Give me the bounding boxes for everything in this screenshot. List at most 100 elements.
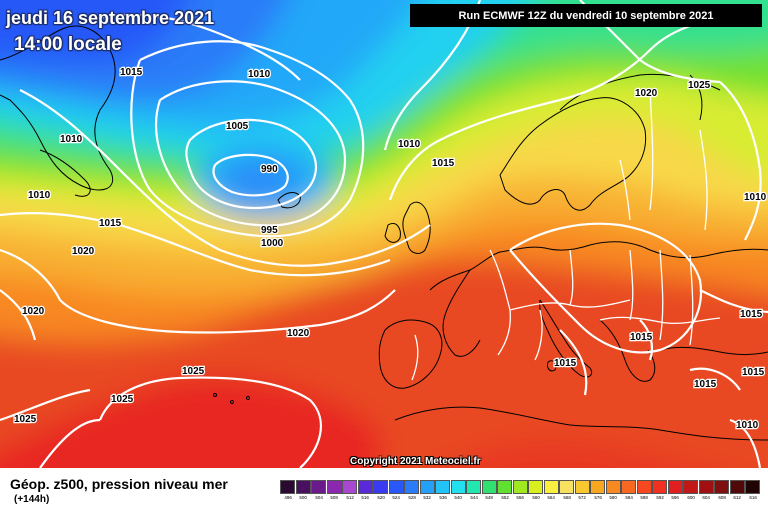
- forecast-lead-time: (+144h): [14, 494, 50, 505]
- isobar-label: 1020: [22, 306, 45, 317]
- isobar-label: 1010: [60, 134, 83, 145]
- legend-entry: 512: [342, 480, 358, 501]
- isobar-label: 1010: [398, 139, 421, 150]
- legend-swatch: [590, 480, 606, 494]
- legend-entry: 548: [481, 480, 498, 501]
- legend-entry: 616: [745, 480, 761, 501]
- legend-entry: 564: [543, 480, 560, 501]
- isobar-label: 1000: [261, 238, 284, 249]
- coastlines: [0, 25, 768, 441]
- legend-swatch: [466, 480, 482, 494]
- isobar-label: 1005: [226, 121, 249, 132]
- legend-entry: 536: [435, 480, 451, 501]
- isobar-label: 1020: [287, 328, 310, 339]
- legend-entry: 516: [357, 480, 374, 501]
- legend-label: 564: [547, 495, 556, 501]
- isobar-label: 990: [261, 164, 278, 175]
- legend-swatch: [295, 480, 311, 494]
- legend-entry: 500: [295, 480, 312, 501]
- legend-entry: 568: [559, 480, 575, 501]
- isobar-label: 1010: [744, 192, 767, 203]
- legend-label: 520: [376, 495, 385, 501]
- legend-entry: 504: [311, 480, 327, 501]
- forecast-time: 14:00 locale: [14, 34, 122, 55]
- isobar-label: 1015: [99, 218, 122, 229]
- isobar-label: 1015: [120, 67, 143, 78]
- isobar-label: 1010: [28, 190, 51, 201]
- isobar-label: 1025: [111, 394, 134, 405]
- legend-swatch: [714, 480, 730, 494]
- legend-label: 536: [438, 495, 447, 501]
- legend-swatch: [621, 480, 637, 494]
- isobar-label: 1025: [14, 414, 37, 425]
- copyright-text: Copyright 2021 Meteociel.fr: [350, 456, 481, 467]
- legend-entry: 576: [590, 480, 606, 501]
- legend-label: 604: [702, 495, 711, 501]
- legend-label: 512: [345, 495, 354, 501]
- legend-label: 592: [655, 495, 664, 501]
- legend-swatch: [497, 480, 513, 494]
- legend-entry: 524: [388, 480, 405, 501]
- legend-entry: 596: [667, 480, 684, 501]
- legend-entry: 592: [652, 480, 668, 501]
- legend-entry: 612: [729, 480, 746, 501]
- legend-entry: 496: [280, 480, 296, 501]
- legend-label: 616: [748, 495, 757, 501]
- legend-label: 504: [314, 495, 323, 501]
- isobar-labels: 1015 1010 1005 990 995 1000 1010 1010 10…: [13, 66, 768, 433]
- legend-label: 560: [531, 495, 540, 501]
- legend-swatch: [652, 480, 668, 494]
- legend-label: 552: [500, 495, 509, 501]
- legend-entry: 540: [450, 480, 467, 501]
- legend-swatch: [543, 480, 559, 494]
- legend-entry: 560: [528, 480, 544, 501]
- legend-swatch: [605, 480, 621, 494]
- legend-swatch: [683, 480, 699, 494]
- isobar-label: 1015: [554, 358, 577, 369]
- legend-label: 580: [609, 495, 618, 501]
- legend-swatch: [698, 480, 714, 494]
- isobar-label: 1010: [736, 420, 759, 431]
- legend-label: 572: [578, 495, 587, 501]
- legend-label: 608: [717, 495, 726, 501]
- legend-label: 524: [392, 495, 401, 501]
- legend-swatch: [481, 480, 497, 494]
- legend-label: 532: [423, 495, 432, 501]
- legend-label: 612: [733, 495, 742, 501]
- color-scale-legend: 496 500 504 508 512 516 520 524 528 532 536 540 544 5…: [280, 480, 761, 501]
- legend-swatch: [729, 480, 745, 494]
- legend-label: 600: [686, 495, 695, 501]
- legend-swatch: [512, 480, 528, 494]
- legend-entry: 600: [683, 480, 699, 501]
- isobar-label: 1025: [688, 80, 711, 91]
- legend-label: 528: [407, 495, 416, 501]
- legend-swatch: [404, 480, 420, 494]
- legend-swatch: [745, 480, 761, 494]
- legend-swatch: [435, 480, 451, 494]
- legend-entry: 580: [605, 480, 622, 501]
- isobar-label: 1015: [432, 158, 455, 169]
- geopotential-field: [0, 0, 768, 468]
- legend-swatch: [574, 480, 590, 494]
- legend-label: 568: [562, 495, 571, 501]
- legend-label: 576: [593, 495, 602, 501]
- legend-entry: 588: [636, 480, 653, 501]
- legend-swatch: [388, 480, 404, 494]
- country-borders: [411, 89, 721, 381]
- legend-swatch: [357, 480, 373, 494]
- isobar-label: 1020: [635, 88, 658, 99]
- legend-label: 540: [454, 495, 463, 501]
- legend-label: 588: [640, 495, 649, 501]
- legend-entry: 556: [512, 480, 529, 501]
- isobar-label: 1025: [182, 366, 205, 377]
- legend-entry: 584: [621, 480, 637, 501]
- isobar-label: 995: [261, 225, 278, 236]
- map-footer: Géop. z500, pression niveau mer (+144h) …: [0, 468, 768, 512]
- legend-swatch: [450, 480, 466, 494]
- legend-swatch: [559, 480, 575, 494]
- legend-entry: 508: [326, 480, 343, 501]
- isobar-label: 1015: [630, 332, 653, 343]
- isobar-label: 1015: [694, 379, 717, 390]
- legend-entry: 532: [419, 480, 436, 501]
- legend-entry: 528: [404, 480, 420, 501]
